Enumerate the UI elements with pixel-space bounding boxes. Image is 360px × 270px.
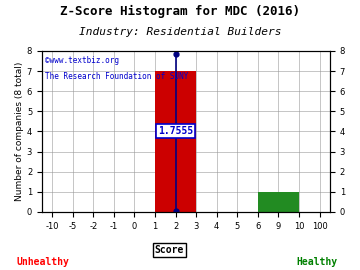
Y-axis label: Number of companies (8 total): Number of companies (8 total) <box>15 62 24 201</box>
Text: Unhealthy: Unhealthy <box>17 257 69 267</box>
Text: The Research Foundation of SUNY: The Research Foundation of SUNY <box>45 72 188 81</box>
Text: Healthy: Healthy <box>296 257 337 267</box>
Text: 1.7555: 1.7555 <box>158 126 193 136</box>
Bar <box>155 71 196 212</box>
Text: Score: Score <box>154 245 184 255</box>
Text: Industry: Residential Builders: Industry: Residential Builders <box>79 27 281 37</box>
Text: Z-Score Histogram for MDC (2016): Z-Score Histogram for MDC (2016) <box>60 5 300 18</box>
Bar <box>258 192 299 212</box>
Text: ©www.textbiz.org: ©www.textbiz.org <box>45 56 119 65</box>
